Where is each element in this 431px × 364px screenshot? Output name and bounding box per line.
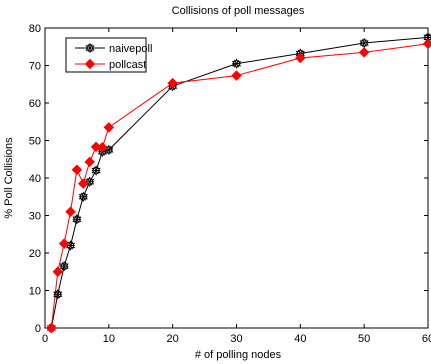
data-point-pollcast (52, 266, 63, 277)
y-tick-label: 10 (29, 286, 41, 298)
series-layer (46, 32, 431, 334)
legend-marker-pollcast (84, 58, 96, 70)
legend-marker-naivepoll (85, 42, 95, 54)
data-point-naivepoll (359, 37, 369, 49)
x-axis-title: # of polling nodes (195, 349, 282, 361)
data-point-pollcast (358, 47, 370, 58)
data-point-naivepoll (231, 58, 242, 69)
y-axis: 0 10 20 30 40 50 60 70 80 (29, 23, 428, 335)
data-point-pollcast (422, 38, 431, 49)
data-point-pollcast (46, 322, 57, 334)
y-tick-label: 40 (29, 173, 41, 185)
data-point-naivepoll (59, 260, 69, 272)
x-tick-label: 30 (230, 333, 242, 345)
data-point-naivepoll (72, 213, 82, 225)
data-point-pollcast (84, 156, 95, 168)
data-point-naivepoll (78, 191, 88, 203)
data-point-pollcast (90, 141, 102, 153)
data-point-pollcast (58, 238, 70, 249)
data-point-pollcast (103, 122, 115, 133)
data-point-pollcast (78, 178, 89, 189)
y-tick-label: 30 (29, 211, 41, 223)
y-tick-label: 80 (29, 23, 41, 35)
x-tick-label: 10 (103, 333, 115, 345)
data-point-pollcast (97, 142, 108, 153)
y-tick-label: 70 (29, 61, 41, 73)
data-point-pollcast (167, 77, 178, 89)
legend: naivepoll pollcast (65, 37, 152, 73)
chart-title: Collisions of poll messages (172, 5, 305, 17)
y-tick-label: 20 (29, 248, 41, 260)
y-tick-label: 50 (29, 136, 41, 148)
diamond-icon (84, 58, 96, 70)
data-point-pollcast (71, 164, 83, 175)
x-tick-label: 0 (42, 333, 48, 345)
x-tick-label: 20 (167, 333, 179, 345)
data-point-pollcast (295, 52, 306, 64)
y-tick-label: 0 (35, 323, 41, 335)
star-icon (85, 42, 95, 54)
legend-label-pollcast: pollcast (109, 59, 146, 71)
data-point-naivepoll (53, 288, 63, 300)
data-point-pollcast (231, 70, 242, 81)
x-tick-label: 60 (422, 333, 431, 345)
data-point-naivepoll (85, 176, 95, 188)
legend-label-naivepoll: naivepoll (109, 43, 152, 55)
y-tick-label: 60 (29, 98, 41, 110)
data-point-pollcast (65, 206, 76, 217)
legend-box (65, 37, 147, 73)
x-tick-label: 50 (358, 333, 370, 345)
data-point-naivepoll (91, 165, 101, 176)
y-axis-title: % Poll Collisions (3, 137, 15, 219)
x-axis: 0 10 20 30 40 50 60 (42, 28, 431, 345)
x-tick-label: 40 (294, 333, 306, 345)
